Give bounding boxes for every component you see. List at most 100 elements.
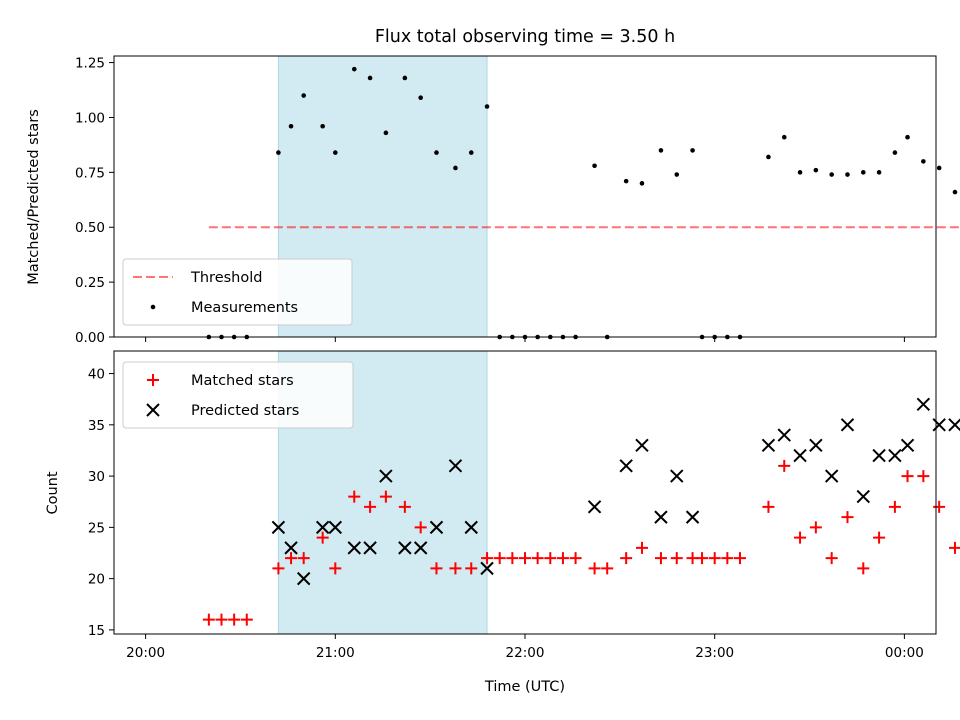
predicted-star-point bbox=[413, 541, 428, 555]
predicted-star-point bbox=[328, 520, 343, 535]
predicted-star-point bbox=[916, 397, 931, 412]
predicted-star-point bbox=[635, 438, 649, 453]
measurement-point bbox=[639, 181, 645, 186]
predicted-star-point bbox=[464, 520, 478, 535]
predicted-star-point bbox=[347, 541, 361, 555]
count-y-tick-label: 15 bbox=[88, 623, 105, 639]
count-y-tick-label: 40 bbox=[88, 367, 105, 383]
measurement-point bbox=[383, 130, 389, 136]
measurement-point bbox=[320, 123, 325, 129]
legend-measurements-label: Measurements bbox=[191, 300, 298, 316]
count-y-axis-label: Count bbox=[45, 471, 61, 514]
ratio-y-tick-label: 0.75 bbox=[75, 165, 105, 181]
legend-matched-swatch bbox=[147, 374, 159, 386]
legend-matched-label: Matched stars bbox=[191, 373, 294, 389]
matched-star-point bbox=[708, 552, 721, 565]
measurement-point bbox=[276, 150, 281, 155]
matched-star-point bbox=[465, 562, 478, 575]
ratio-y-tick-label: 0.25 bbox=[75, 275, 105, 291]
predicted-star-point bbox=[824, 469, 839, 483]
measurement-point bbox=[690, 148, 695, 153]
count-x-tick-label: 20:00 bbox=[126, 645, 165, 661]
predicted-star-point bbox=[932, 418, 946, 432]
predicted-star-point bbox=[840, 418, 855, 432]
predicted-star-point bbox=[900, 438, 915, 453]
predicted-star-point bbox=[685, 510, 700, 524]
matched-star-point bbox=[778, 459, 791, 472]
matched-star-point bbox=[430, 562, 443, 575]
matched-star-point bbox=[794, 531, 807, 544]
predicted-star-point bbox=[587, 500, 602, 514]
matched-star-point bbox=[414, 521, 427, 534]
count-legend: Matched stars Predicted stars bbox=[122, 361, 354, 429]
legend-predicted-label: Predicted stars bbox=[191, 403, 299, 419]
measurement-point bbox=[453, 165, 458, 171]
predicted-star-point bbox=[948, 418, 960, 432]
predicted-star-point bbox=[872, 448, 886, 463]
predicted-star-point bbox=[654, 510, 668, 524]
matched-star-point bbox=[531, 552, 544, 565]
matched-star-point bbox=[297, 552, 310, 565]
matched-star-point bbox=[888, 500, 901, 513]
measurement-point bbox=[813, 167, 819, 173]
predicted-star-point bbox=[271, 520, 286, 535]
measurement-point bbox=[674, 172, 680, 177]
matched-star-point bbox=[569, 552, 582, 565]
matched-star-point bbox=[506, 552, 519, 565]
legend-predicted-swatch bbox=[146, 403, 160, 417]
ratio-y-tick-label: 1.25 bbox=[75, 56, 105, 72]
measurement-point bbox=[367, 75, 373, 81]
measurement-point bbox=[288, 123, 294, 129]
matched-star-point bbox=[481, 552, 494, 565]
measurement-point bbox=[351, 66, 357, 72]
measurement-point bbox=[936, 165, 942, 171]
ratio-y-tick-label: 0.00 bbox=[75, 330, 105, 346]
count-x-tick-label: 22:00 bbox=[506, 645, 545, 661]
matched-star-point bbox=[857, 562, 870, 575]
matched-star-point bbox=[272, 562, 285, 575]
measurement-point bbox=[829, 172, 834, 177]
legend-measurements-swatch bbox=[150, 304, 156, 310]
ratio-y-tick-label: 0.50 bbox=[75, 220, 105, 236]
matched-star-point bbox=[556, 552, 569, 565]
measurement-point bbox=[301, 93, 306, 98]
measurement-point bbox=[484, 104, 490, 109]
matched-star-point bbox=[202, 613, 215, 626]
matched-star-point bbox=[329, 562, 342, 575]
count-legend-box bbox=[122, 361, 354, 429]
ratio-panel-frame bbox=[113, 55, 937, 338]
measurement-point bbox=[766, 154, 771, 160]
matched-star-point bbox=[620, 552, 633, 565]
measurement-point bbox=[876, 170, 882, 175]
predicted-star-point bbox=[809, 438, 823, 453]
measurement-point bbox=[434, 150, 439, 155]
predicted-star-point bbox=[315, 520, 330, 535]
matched-star-point bbox=[348, 490, 361, 503]
matched-star-point bbox=[588, 562, 601, 575]
predicted-star-point bbox=[619, 459, 633, 473]
matched-star-point bbox=[825, 552, 838, 565]
measurement-point bbox=[402, 75, 408, 81]
matched-star-point bbox=[917, 470, 930, 483]
predicted-star-point bbox=[761, 438, 776, 453]
count-panel-frame bbox=[113, 350, 937, 635]
predicted-star-point bbox=[429, 520, 444, 535]
matched-star-point bbox=[519, 552, 531, 565]
predicted-star-point bbox=[670, 469, 684, 483]
measurement-point bbox=[418, 95, 423, 101]
matched-star-point bbox=[721, 552, 734, 565]
predicted-star-point bbox=[363, 541, 377, 555]
matched-star-point bbox=[316, 531, 329, 544]
measurement-point bbox=[892, 150, 898, 155]
measurement-point bbox=[952, 189, 958, 195]
matched-star-point bbox=[948, 541, 960, 554]
measurement-point bbox=[905, 134, 910, 140]
matched-star-point bbox=[364, 500, 377, 513]
count-y-tick-label: 25 bbox=[88, 520, 105, 536]
measurement-point bbox=[797, 170, 803, 175]
matched-star-point bbox=[398, 500, 411, 513]
predicted-star-point bbox=[398, 541, 412, 555]
matched-star-point bbox=[873, 531, 886, 544]
matched-star-point bbox=[733, 552, 746, 565]
